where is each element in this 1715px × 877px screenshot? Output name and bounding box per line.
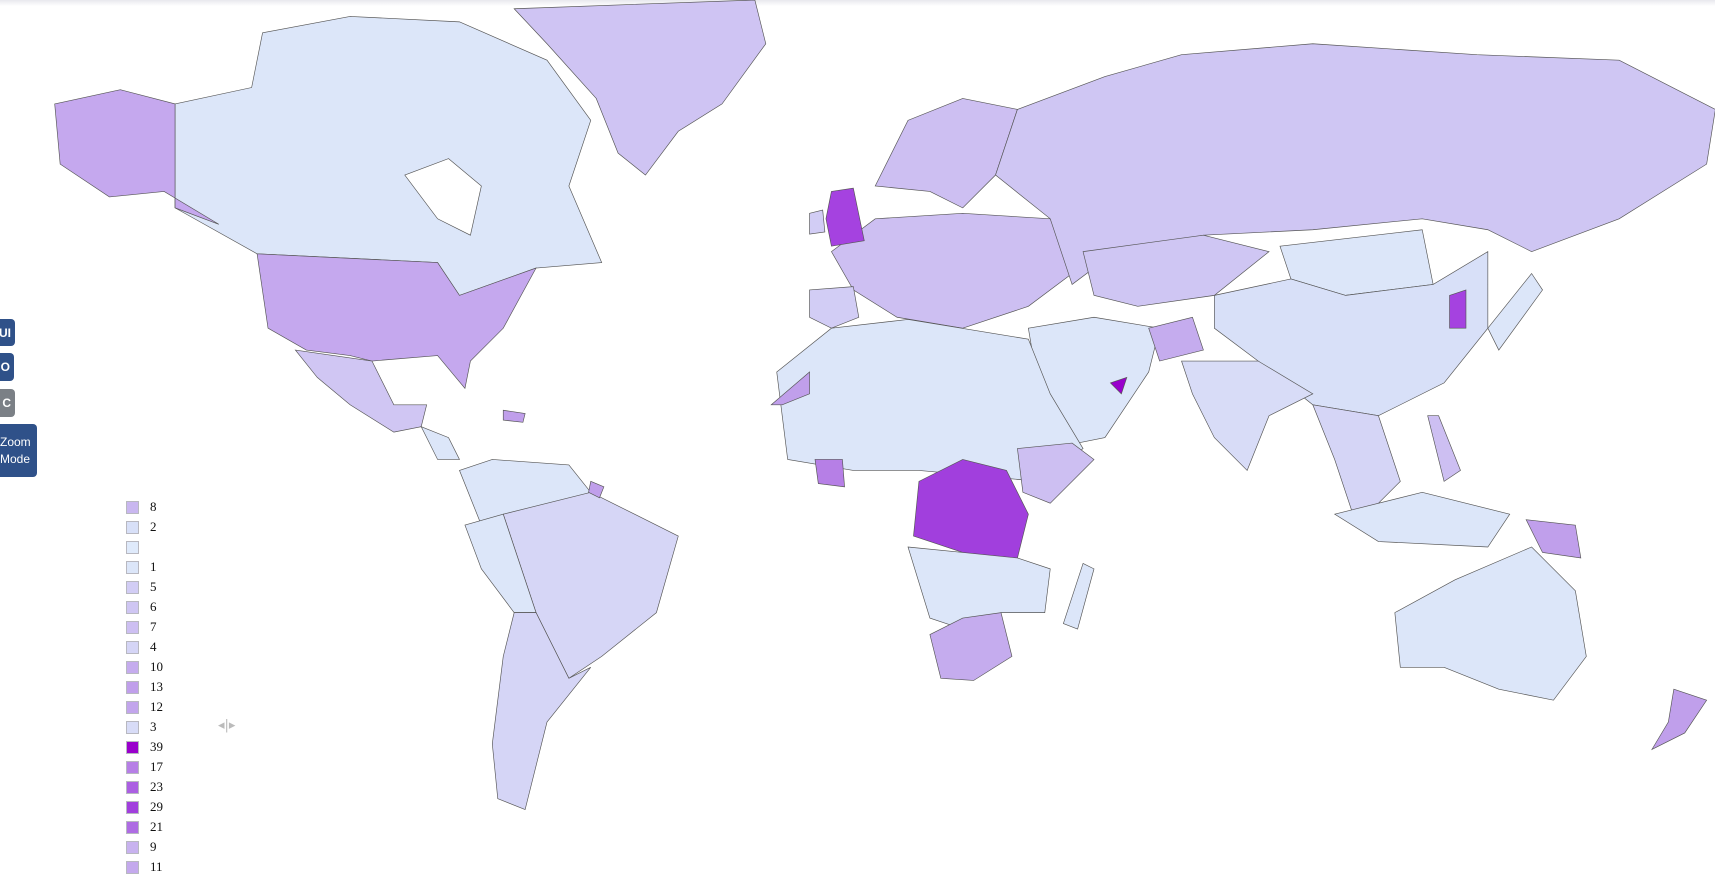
legend-swatch [126,620,139,634]
legend-item[interactable]: 11 [126,857,163,877]
legend-item[interactable]: 4 [126,637,163,657]
legend-swatch [126,680,139,694]
region-alaska[interactable] [54,89,219,225]
zoom-mode-button[interactable]: Zoom Mode [0,424,37,477]
legend-item[interactable]: 9 [126,837,163,857]
region-canada-hudson[interactable] [404,158,482,236]
region-greenland[interactable] [513,0,767,176]
region-southern-africa[interactable] [907,546,1051,630]
region-new-zealand[interactable] [1651,688,1708,751]
legend-swatch [126,500,139,514]
region-australia[interactable] [1394,546,1587,701]
legend-item[interactable]: 21 [126,817,163,837]
ui-toggle-button[interactable]: UI [0,319,15,346]
legend-label: 23 [150,779,163,794]
legend-label: 1 [150,559,157,574]
region-western-europe[interactable] [831,213,1073,329]
legend-swatch [126,640,139,654]
region-korea[interactable] [1449,289,1467,329]
region-caribbean[interactable] [502,409,526,423]
legend-label: 12 [150,699,163,714]
legend-item[interactable]: 8 [126,497,163,517]
region-afghanistan[interactable] [1148,316,1204,362]
region-madagascar[interactable] [1062,562,1095,630]
zoom-mode-line1: Zoom [0,434,31,449]
top-shadow [0,0,1715,6]
legend-swatch [126,540,139,554]
region-japan[interactable] [1487,272,1543,351]
legend-label: 11 [150,859,163,874]
legend-label: 39 [150,739,163,754]
region-scandinavia[interactable] [874,98,1018,209]
region-iberia[interactable] [809,286,860,329]
reset-button[interactable]: C [0,389,15,417]
region-mexico[interactable] [294,349,428,433]
region-argentina-chile[interactable] [491,612,592,811]
region-east-africa[interactable] [1017,442,1095,504]
legend-item[interactable]: 6 [126,597,163,617]
legend-swatch [126,800,139,814]
legend-swatch [126,840,139,854]
region-indonesia[interactable] [1333,491,1511,548]
legend-swatch [126,700,139,714]
legend-item[interactable]: 23 [126,777,163,797]
region-china[interactable] [1214,251,1489,417]
legend-item[interactable]: 29 [126,797,163,817]
region-guyana[interactable] [588,480,605,499]
region-png[interactable] [1525,519,1582,559]
region-uk[interactable] [825,187,865,247]
legend-swatch [126,740,139,754]
legend-item[interactable]: 13 [126,677,163,697]
legend-swatch [126,580,139,594]
legend-swatch [126,780,139,794]
region-philippines[interactable] [1427,415,1461,482]
legend-label: 9 [150,839,157,854]
legend-item[interactable]: 3 [126,717,163,737]
map-legend: 8 2 1 5 6 7 4 10 13 12 3 39 17 23 29 21 9 11 [126,497,163,877]
region-russia[interactable] [995,43,1715,285]
legend-label: 10 [150,659,163,674]
legend-item[interactable]: 2 [126,517,163,537]
legend-item[interactable]: 39 [126,737,163,757]
region-ireland[interactable] [809,209,826,235]
legend-swatch [126,860,139,874]
legend-swatch [126,820,139,834]
legend-label: 3 [150,719,157,734]
region-india[interactable] [1181,360,1314,472]
region-south-africa[interactable] [929,612,1013,681]
legend-item[interactable]: 5 [126,577,163,597]
legend-label: 2 [150,519,157,534]
zoom-mode-line2: Mode [0,451,31,466]
resize-horizontal-icon[interactable]: ◂|▸ [218,718,236,733]
options-button[interactable]: O [0,353,14,381]
legend-item[interactable] [126,537,163,557]
region-ivory-coast[interactable] [814,459,845,488]
legend-label: 7 [150,619,157,634]
legend-label: 5 [150,579,157,594]
legend-swatch [126,720,139,734]
legend-label: 21 [150,819,163,834]
legend-label: 8 [150,499,157,514]
region-western-sahara[interactable] [770,371,810,406]
region-usa[interactable] [256,253,537,390]
legend-swatch [126,660,139,674]
legend-swatch [126,560,139,574]
legend-item[interactable]: 12 [126,697,163,717]
legend-item[interactable]: 10 [126,657,163,677]
legend-swatch [126,760,139,774]
legend-label: 13 [150,679,163,694]
legend-item[interactable]: 7 [126,617,163,637]
legend-swatch [126,600,139,614]
legend-item[interactable]: 1 [126,557,163,577]
legend-label: 6 [150,599,157,614]
legend-item[interactable]: 17 [126,757,163,777]
legend-label: 29 [150,799,163,814]
region-central-america[interactable] [420,426,461,460]
region-uae[interactable] [1109,376,1128,395]
region-canada[interactable] [174,16,603,296]
legend-label: 4 [150,639,157,654]
legend-label: 17 [150,759,163,774]
legend-swatch [126,520,139,534]
